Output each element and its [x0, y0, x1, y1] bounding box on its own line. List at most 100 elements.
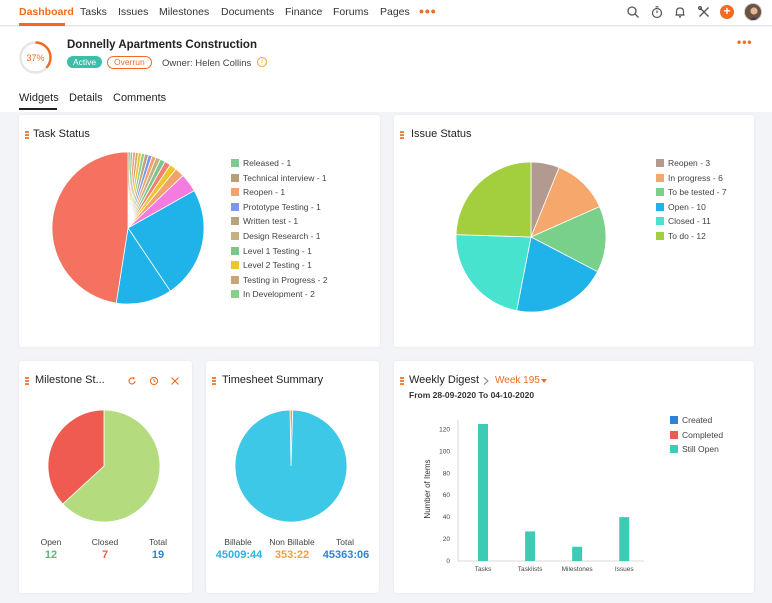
overrun-badge: Overrun [107, 56, 152, 69]
nav-forums[interactable]: Forums [333, 6, 369, 18]
task-legend-item[interactable]: Level 2 Testing - 1 [231, 260, 312, 270]
y-tick-label: 20 [443, 536, 451, 543]
closed-label: Closed [91, 537, 119, 547]
issue-legend-item[interactable]: To do - 12 [656, 231, 706, 241]
task-legend-label: Level 2 Testing - 1 [243, 260, 312, 271]
clock-icon[interactable] [149, 376, 159, 386]
issue-legend-label: To do - 12 [668, 230, 706, 241]
tab-details[interactable]: Details [69, 92, 103, 104]
task-status-title: Task Status [33, 128, 90, 140]
task-legend-item[interactable]: Design Research - 1 [231, 231, 320, 241]
plus-icon[interactable]: + [720, 5, 734, 19]
timesheet-pie-slice-1[interactable] [234, 409, 348, 523]
total-label: Total [149, 537, 167, 547]
task-legend-label: Design Research - 1 [243, 231, 321, 241]
tools-icon[interactable] [697, 5, 711, 19]
nav-tasks[interactable]: Tasks [80, 6, 107, 18]
task-legend-item[interactable]: Technical interview - 1 [231, 173, 327, 183]
issue-legend-item[interactable]: Closed - 11 [656, 216, 711, 226]
weekly-legend-item[interactable]: Completed [670, 430, 723, 440]
weekly-legend-item[interactable]: Created [670, 415, 712, 425]
issue-legend-swatch [656, 188, 664, 196]
week-selector[interactable]: Week 195 [495, 375, 540, 386]
bar-tasklists[interactable] [525, 531, 536, 561]
nav-active-underline [19, 23, 65, 26]
open-label: Open [40, 537, 62, 547]
open-count[interactable]: 12 [44, 549, 58, 561]
issue-legend-swatch [656, 202, 664, 211]
milestone-pie-slice-1[interactable] [47, 409, 105, 505]
tab-comments[interactable]: Comments [113, 92, 167, 104]
bar-tasks[interactable] [478, 424, 488, 561]
bar-issues[interactable] [619, 517, 630, 561]
nonbillable-label: Non Billable [269, 537, 315, 547]
issue-legend-item[interactable]: In progress - 6 [656, 173, 723, 183]
task-status-legend: Released - 1 Technical interview - 1 Reope… [231, 158, 379, 298]
y-axis-label: Number of Items [423, 459, 432, 518]
task-legend-swatch [231, 217, 239, 226]
billable-value: 45009:44 [215, 549, 263, 561]
task-legend-item[interactable]: Released - 1 [231, 158, 291, 168]
drag-handle-icon[interactable] [400, 377, 404, 387]
nav-pages[interactable]: Pages [380, 6, 410, 18]
task-legend-item[interactable]: In Development - 2 [231, 289, 315, 298]
chevron-down-icon[interactable] [541, 379, 547, 383]
top-nav: Dashboard Tasks Issues Milestones Docume… [0, 0, 772, 26]
avatar-icon [745, 4, 761, 20]
task-legend-item[interactable]: Testing in Progress - 2 [231, 275, 328, 285]
issue-pie-slice-4[interactable] [455, 234, 532, 312]
bar-milestones[interactable] [572, 546, 583, 561]
date-range: From 28-09-2020 To 04-10-2020 [409, 390, 535, 400]
bell-icon[interactable] [673, 5, 687, 19]
task-legend-item[interactable]: Reopen - 1 [231, 187, 285, 197]
task-legend-item[interactable]: Written test - 1 [231, 216, 298, 226]
close-icon[interactable] [170, 376, 180, 386]
weekly-legend-item[interactable]: Still Open [670, 444, 719, 454]
drag-handle-icon[interactable] [400, 131, 404, 141]
task-legend-label: In Development - 2 [243, 289, 315, 298]
chevron-right-icon [483, 377, 489, 385]
issue-pie-slice-5[interactable] [455, 161, 532, 238]
tab-widgets[interactable]: Widgets [19, 92, 59, 104]
task-legend-label: Testing in Progress - 2 [243, 274, 328, 285]
nav-dashboard[interactable]: Dashboard [19, 6, 74, 18]
drag-handle-icon[interactable] [25, 131, 29, 141]
task-pie-slice-15[interactable] [127, 190, 205, 292]
issue-legend-item[interactable]: Open - 10 [656, 202, 706, 212]
nav-milestones[interactable]: Milestones [159, 6, 210, 18]
issue-status-pie [455, 161, 607, 313]
project-more-icon[interactable]: ••• [737, 35, 753, 49]
issue-pie-slice-3[interactable] [516, 236, 599, 313]
nav-more-icon[interactable]: ••• [419, 3, 437, 19]
ts-total-label: Total [336, 537, 354, 547]
nav-documents[interactable]: Documents [221, 6, 275, 18]
x-tick-label: Issues [615, 566, 635, 573]
project-header: 37% Donnelly Apartments Construction Act… [0, 27, 772, 112]
nav-issues[interactable]: Issues [118, 6, 149, 18]
refresh-icon[interactable] [127, 376, 137, 386]
owner-name[interactable]: Helen Collins [195, 58, 252, 69]
issue-legend-label: In progress - 6 [668, 172, 723, 183]
avatar[interactable] [744, 3, 762, 21]
total-count[interactable]: 19 [151, 549, 165, 561]
drag-handle-icon[interactable] [212, 377, 216, 387]
issue-legend-item[interactable]: Reopen - 3 [656, 158, 710, 168]
closed-count[interactable]: 7 [101, 549, 109, 561]
drag-handle-icon[interactable] [25, 377, 29, 387]
issue-pie-slice-2[interactable] [530, 206, 607, 273]
timer-icon[interactable] [650, 5, 664, 19]
issue-legend-item[interactable]: To be tested - 7 [656, 187, 727, 197]
status-badge[interactable]: Active [67, 56, 103, 68]
info-icon[interactable]: i [257, 57, 267, 67]
task-pie-slice-17[interactable] [51, 151, 129, 304]
nav-finance[interactable]: Finance [285, 6, 323, 18]
task-legend-swatch [231, 202, 239, 211]
task-legend-swatch [231, 159, 239, 167]
task-legend-item[interactable]: Prototype Testing - 1 [231, 202, 321, 212]
search-icon[interactable] [626, 5, 640, 19]
issue-legend-swatch [656, 173, 664, 182]
x-tick-label: Milestones [562, 566, 594, 573]
y-tick-label: 60 [443, 492, 451, 499]
milestone-pie-slice-0[interactable] [62, 409, 161, 523]
task-legend-item[interactable]: Level 1 Testing - 1 [231, 246, 312, 256]
